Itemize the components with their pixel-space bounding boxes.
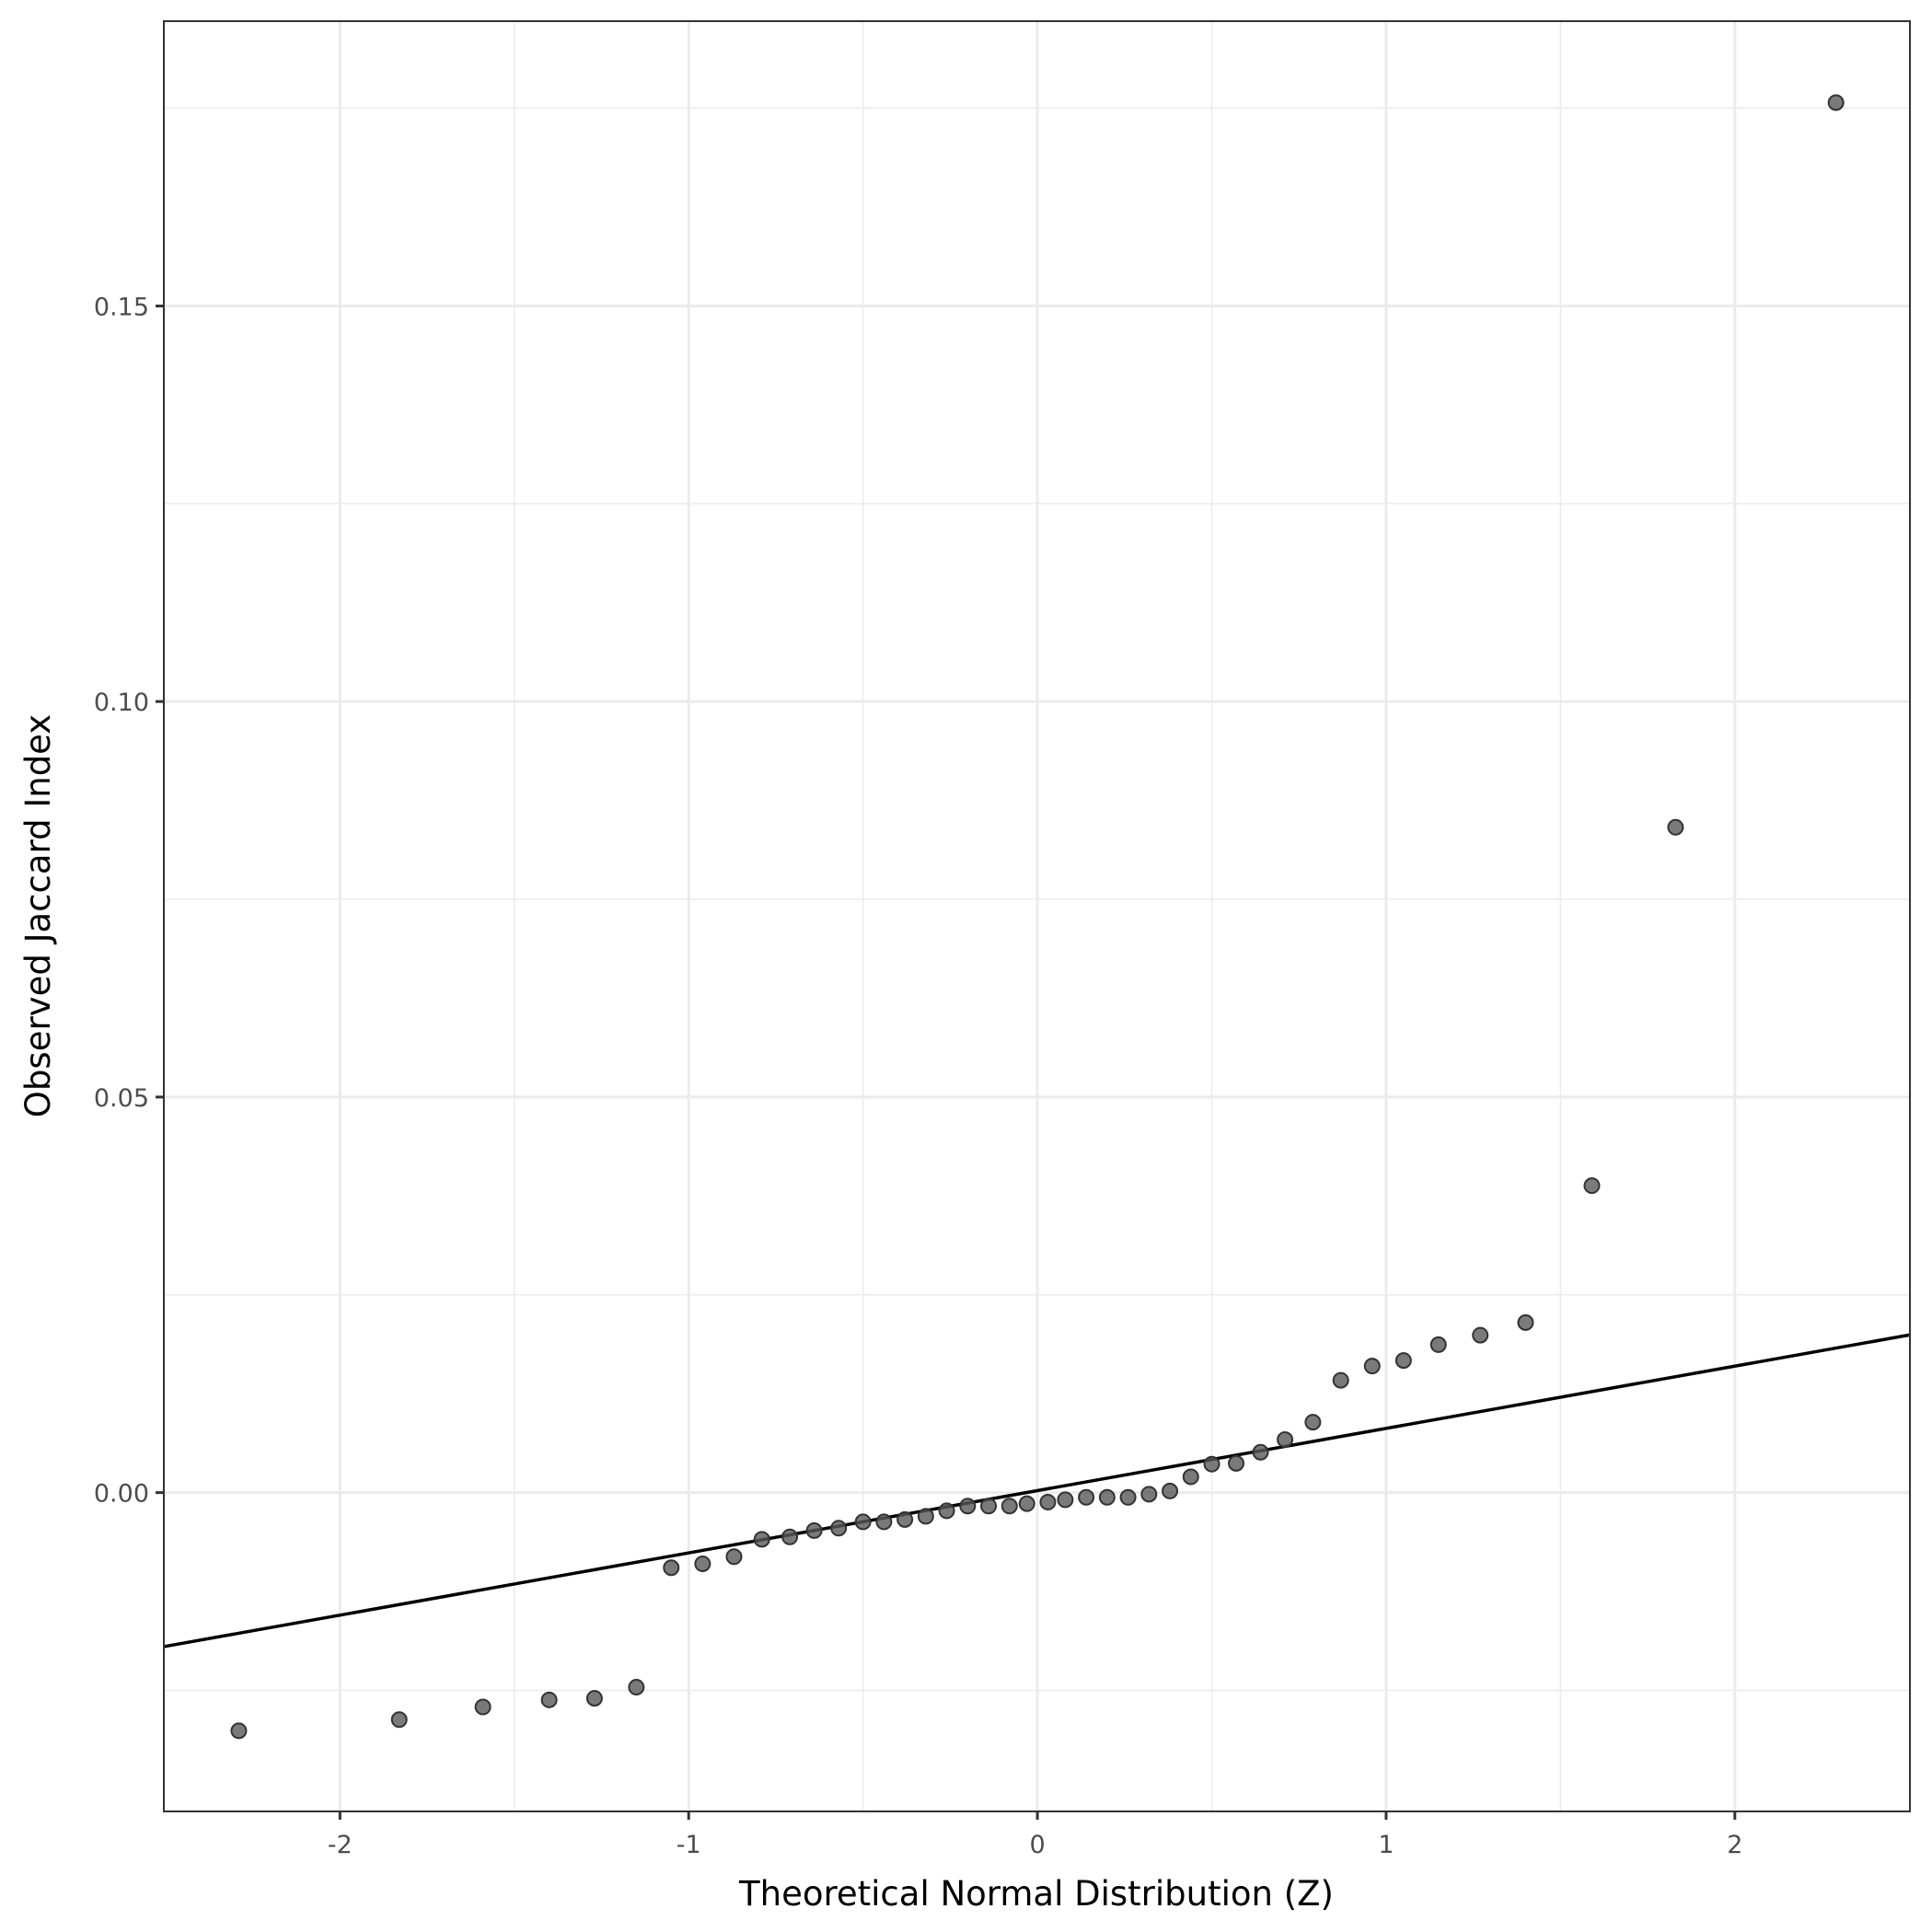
data-point (875, 1513, 893, 1531)
data-point (1001, 1498, 1018, 1515)
data-point (1162, 1482, 1179, 1499)
data-point (1057, 1491, 1074, 1509)
data-point (1517, 1313, 1534, 1331)
data-point (830, 1520, 848, 1537)
x-tick-label: 0 (1029, 1831, 1045, 1859)
data-point (1332, 1371, 1349, 1389)
major-gridlines (164, 21, 1910, 1811)
data-point (1277, 1431, 1294, 1449)
data-point (1039, 1493, 1057, 1510)
data-point (1472, 1326, 1489, 1344)
data-point (1228, 1454, 1245, 1472)
x-tick-label: -2 (328, 1831, 353, 1859)
data-point (854, 1513, 872, 1531)
data-point (917, 1508, 934, 1525)
data-point (1203, 1455, 1221, 1473)
data-point (781, 1528, 799, 1545)
data-point (980, 1498, 998, 1515)
data-point (897, 1510, 914, 1528)
y-tick-label: 0.10 (94, 688, 149, 717)
y-tick-label: 0.15 (94, 293, 149, 321)
x-axis-title: Theoretical Normal Distribution (Z) (738, 1874, 1334, 1914)
data-point (725, 1548, 743, 1566)
data-point (1119, 1488, 1137, 1506)
y-axis: 0.00 0.05 0.10 0.15 (94, 293, 164, 1509)
data-point (1078, 1488, 1095, 1506)
y-axis-title: Observed Jaccard Index (18, 714, 58, 1117)
data-point (628, 1679, 645, 1696)
data-point (663, 1559, 680, 1577)
data-point (474, 1698, 492, 1716)
reference-line-group (163, 1333, 1911, 1649)
data-point (694, 1555, 711, 1572)
reference-line (163, 1333, 1911, 1649)
data-point (1140, 1486, 1158, 1503)
x-axis: -2 -1 0 1 2 (328, 1811, 1742, 1859)
data-point (1827, 94, 1845, 111)
y-tick-label: 0.00 (94, 1480, 149, 1509)
data-point (585, 1690, 603, 1707)
data-point (1394, 1352, 1412, 1370)
data-point (1429, 1336, 1447, 1353)
data-point (805, 1521, 823, 1539)
data-point (1018, 1495, 1035, 1512)
x-tick-label: 1 (1378, 1831, 1394, 1859)
data-point (938, 1502, 955, 1520)
data-points (230, 94, 1845, 1740)
data-point (1304, 1414, 1322, 1431)
y-tick-label: 0.05 (94, 1084, 149, 1113)
data-point (1098, 1488, 1116, 1506)
data-point (390, 1711, 408, 1729)
data-point (1182, 1468, 1199, 1486)
x-tick-label: 2 (1727, 1831, 1742, 1859)
data-point (1252, 1443, 1269, 1461)
data-point (540, 1691, 558, 1708)
data-point (753, 1531, 770, 1548)
data-point (1667, 818, 1684, 836)
data-point (959, 1498, 977, 1515)
data-point (1583, 1177, 1601, 1195)
x-tick-label: -1 (677, 1831, 701, 1859)
data-point (1363, 1358, 1381, 1375)
data-point (230, 1722, 248, 1740)
